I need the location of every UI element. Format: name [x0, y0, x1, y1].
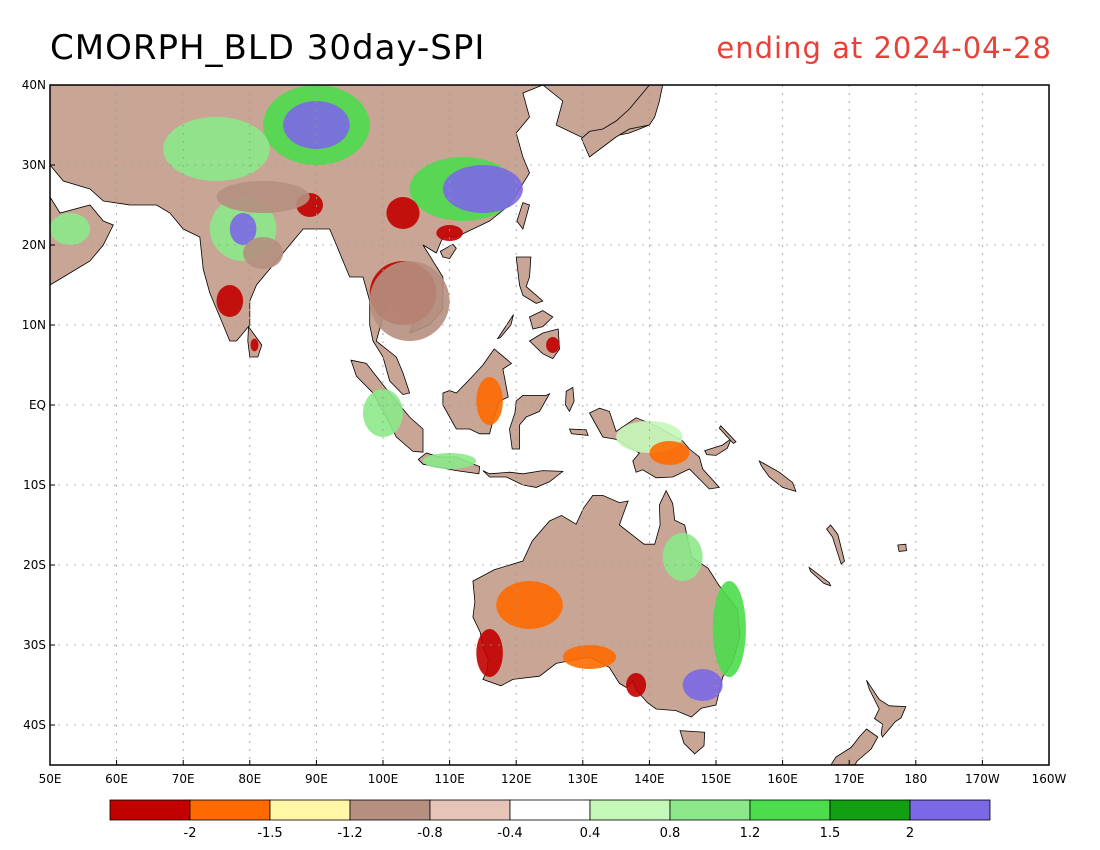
land-new-britain — [704, 437, 733, 456]
spi-region-dry-aus-southwest — [476, 629, 503, 677]
lon-tick-label: 120E — [501, 772, 532, 786]
spi-region-dry-new-guinea — [649, 441, 690, 465]
land-luzon — [515, 256, 544, 304]
land-hainan — [439, 243, 457, 260]
colorbar-label: 2 — [906, 826, 914, 841]
lon-tick-label: 60E — [105, 772, 128, 786]
spi-region-dry-borneo — [476, 377, 503, 425]
land-sulawesi — [509, 392, 551, 450]
colorbar-swatch — [349, 799, 431, 821]
colorbar-swatch — [189, 799, 271, 821]
map-title: CMORPH_BLD 30day-SPI — [50, 28, 486, 68]
spi-region-wet-aus-queensland — [662, 533, 703, 581]
colorbar-label: -2 — [184, 826, 197, 841]
colorbar-swatch — [669, 799, 751, 821]
map-subtitle: ending at 2024-04-28 — [716, 31, 1052, 65]
lat-tick-label: 40S — [23, 718, 46, 732]
lon-tick-label: 80E — [238, 772, 261, 786]
lon-tick-label: 140E — [634, 772, 665, 786]
lat-tick-label: 20N — [22, 238, 46, 252]
map-frame — [49, 84, 1050, 766]
lat-tick-labels: 40N 30N 20N 10N EQ 10S 20S 30S 40S — [22, 78, 55, 732]
lat-tick-label: 30N — [22, 158, 46, 172]
land-nz-north — [866, 679, 907, 738]
spi-region-dry-india-east — [243, 237, 284, 269]
land-tasmania — [679, 730, 706, 755]
land-visayas — [529, 310, 554, 330]
colorbar: -2 -1.5 -1.2 -0.8 -0.4 0.4 0.8 1.2 1.5 2 — [109, 799, 991, 841]
colorbar-swatch — [749, 799, 831, 821]
lon-tick-label: 160E — [767, 772, 798, 786]
colorbar-swatch — [829, 799, 911, 821]
colorbar-label: -0.4 — [497, 826, 522, 841]
land-taiwan — [516, 202, 530, 230]
lon-tick-label: 110E — [434, 772, 465, 786]
spi-region-dry-srilanka — [250, 338, 259, 352]
land-palawan — [496, 314, 514, 340]
spi-region-dry-mindanao — [546, 337, 560, 353]
spi-pattern-layer — [50, 85, 746, 701]
spi-region-wet-south-china-core — [442, 165, 523, 213]
spi-region-dry-aus-sa — [626, 673, 647, 697]
grid-layer — [50, 85, 1049, 765]
colorbar-swatch — [429, 799, 511, 821]
colorbar-swatch — [589, 799, 671, 821]
lon-tick-label: 170E — [834, 772, 865, 786]
colorbar-label: 0.4 — [580, 826, 601, 841]
lat-tick-label: 40N — [22, 78, 46, 92]
colorbar-swatch — [909, 799, 991, 821]
land-new-caledonia — [808, 566, 832, 587]
land-vanuatu — [826, 524, 845, 565]
lon-tick-label: 100E — [368, 772, 399, 786]
lon-tick-label: 160W — [1032, 772, 1067, 786]
colorbar-label: 1.2 — [740, 826, 761, 841]
spi-region-wet-aus-east — [712, 581, 746, 677]
lat-tick-label: 20S — [23, 558, 46, 572]
lon-tick-label: 170W — [965, 772, 1000, 786]
land-solomons — [758, 460, 797, 493]
land-new-ireland — [718, 425, 737, 444]
spi-region-dry-north-india — [216, 181, 310, 213]
land-seram — [568, 428, 589, 436]
lon-tick-labels: 50E 60E 70E 80E 90E 100E 110E 120E 130E 140E 150E 1… — [39, 760, 1067, 786]
spi-region-dry-aus-south — [562, 645, 617, 669]
colorbar-swatch — [509, 799, 591, 821]
spi-region-dry-india-south — [216, 285, 244, 317]
lon-tick-label: 50E — [39, 772, 62, 786]
lon-tick-label: 90E — [305, 772, 328, 786]
lat-tick-label: 10N — [22, 318, 46, 332]
lon-tick-label: 180 — [904, 772, 927, 786]
colorbar-swatch — [269, 799, 351, 821]
land-lesser-sunda — [482, 470, 564, 488]
land-japan — [581, 85, 664, 158]
colorbar-label: 1.5 — [820, 826, 841, 841]
spi-region-dry-guangdong — [436, 225, 463, 241]
lon-tick-label: 130E — [568, 772, 599, 786]
land-halmahera — [565, 386, 575, 413]
spi-region-wet-arabia — [50, 213, 90, 245]
land-fiji — [897, 543, 907, 552]
lon-tick-label: 150E — [701, 772, 732, 786]
colorbar-label: -1.5 — [257, 826, 282, 841]
spi-region-wet-himalaya — [163, 117, 270, 181]
spi-region-dry-aus-west — [496, 581, 563, 629]
lon-tick-label: 70E — [172, 772, 195, 786]
lat-tick-label: EQ — [29, 398, 46, 412]
colorbar-label: 0.8 — [660, 826, 681, 841]
spi-region-dry-yunnan — [386, 197, 420, 229]
spi-region-dry-indochina-edge — [369, 261, 450, 341]
colorbar-label: -0.8 — [417, 826, 442, 841]
lat-tick-label: 30S — [23, 638, 46, 652]
land-nz-south — [830, 728, 879, 765]
lat-tick-label: 10S — [23, 478, 46, 492]
spi-region-wet-aus-southeast — [682, 669, 723, 701]
colorbar-swatch — [109, 799, 191, 821]
colorbar-label: -1.2 — [337, 826, 362, 841]
